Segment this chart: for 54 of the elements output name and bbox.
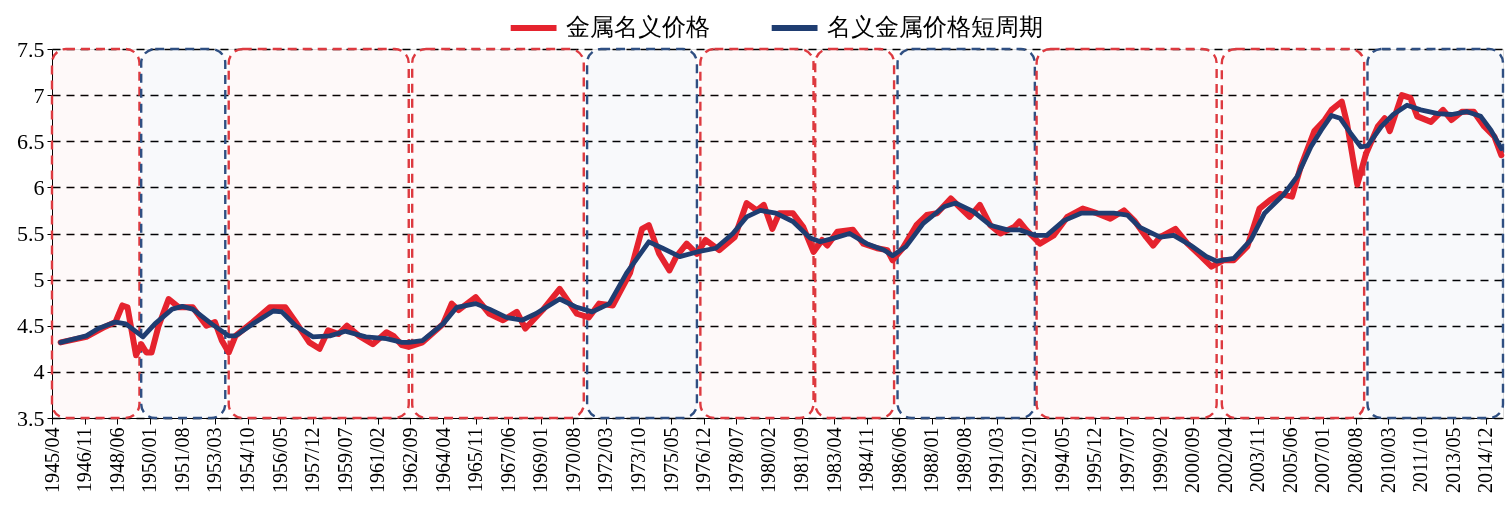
y-tick-label: 4.5 [17,313,45,339]
x-tick-label: 1981/09 [790,427,813,494]
x-tick-label: 2008/08 [1344,427,1367,494]
x-tick-label: 1956/05 [268,427,291,494]
y-tick-label: 6.5 [17,128,45,154]
x-tick-label: 1953/03 [203,427,226,494]
x-tick-label: 2003/11 [1246,427,1269,493]
x-tick-label: 2014/12 [1474,427,1497,494]
x-tick-label: 1957/12 [301,427,324,494]
y-tick-label: 5.5 [17,221,45,246]
x-tick-label: 1965/11 [464,427,487,493]
x-tick-label: 1984/11 [855,427,878,493]
y-tick-label: 5 [33,267,45,293]
x-tick-label: 1988/01 [920,427,943,494]
x-tick-label: 1989/08 [952,427,975,494]
x-tick-label: 1972/03 [594,427,617,494]
x-tick-label: 1973/10 [627,427,650,494]
x-tick-label: 2013/05 [1441,427,1464,494]
x-tick-label: 1976/12 [692,427,715,494]
x-tick-label: 2011/10 [1409,427,1432,493]
x-tick-label: 2002/04 [1213,427,1236,494]
x-tick-label: 1961/02 [366,427,389,494]
x-tick-label: 1980/02 [757,427,780,494]
x-tick-label: 1967/06 [496,427,519,494]
x-tick-label: 1951/08 [170,427,193,494]
x-tick-label: 1994/05 [1050,427,1073,494]
x-tick-label: 1999/02 [1148,427,1171,494]
x-tick-label: 1948/06 [105,427,128,494]
x-tick-label: 1950/01 [138,427,161,494]
x-tick-label: 1946/11 [73,427,96,493]
y-tick-label: 4 [33,359,45,385]
x-tick-label: 1954/10 [236,427,259,494]
x-tick-label: 2005/06 [1278,427,1301,494]
x-tick-label: 2000/09 [1181,427,1204,494]
y-tick-label: 7 [33,82,45,108]
x-tick-label: 1969/01 [529,427,552,494]
x-tick-label: 2010/03 [1376,427,1399,494]
x-tick-label: 2007/01 [1311,427,1334,494]
x-tick-label: 1991/03 [985,427,1008,494]
legend-label: 名义金属价格短周期 [826,14,1043,40]
x-tick-label: 1986/06 [887,427,910,494]
x-tick-label: 1975/05 [659,427,682,494]
y-tick-label: 7.5 [17,36,45,62]
x-tick-label: 1983/04 [822,427,845,494]
x-tick-label: 1978/07 [724,427,747,494]
x-tick-label: 1997/07 [1115,427,1138,494]
x-tick-label: 1995/12 [1083,427,1106,494]
x-tick-label: 1992/10 [1018,427,1041,494]
x-tick-label: 1962/09 [399,427,421,494]
legend-label: 金属名义价格 [565,14,710,40]
x-tick-label: 1964/04 [431,427,454,494]
x-tick-label: 1959/07 [333,427,356,494]
y-tick-label: 6 [33,174,45,200]
x-tick-label: 1970/08 [561,427,584,494]
